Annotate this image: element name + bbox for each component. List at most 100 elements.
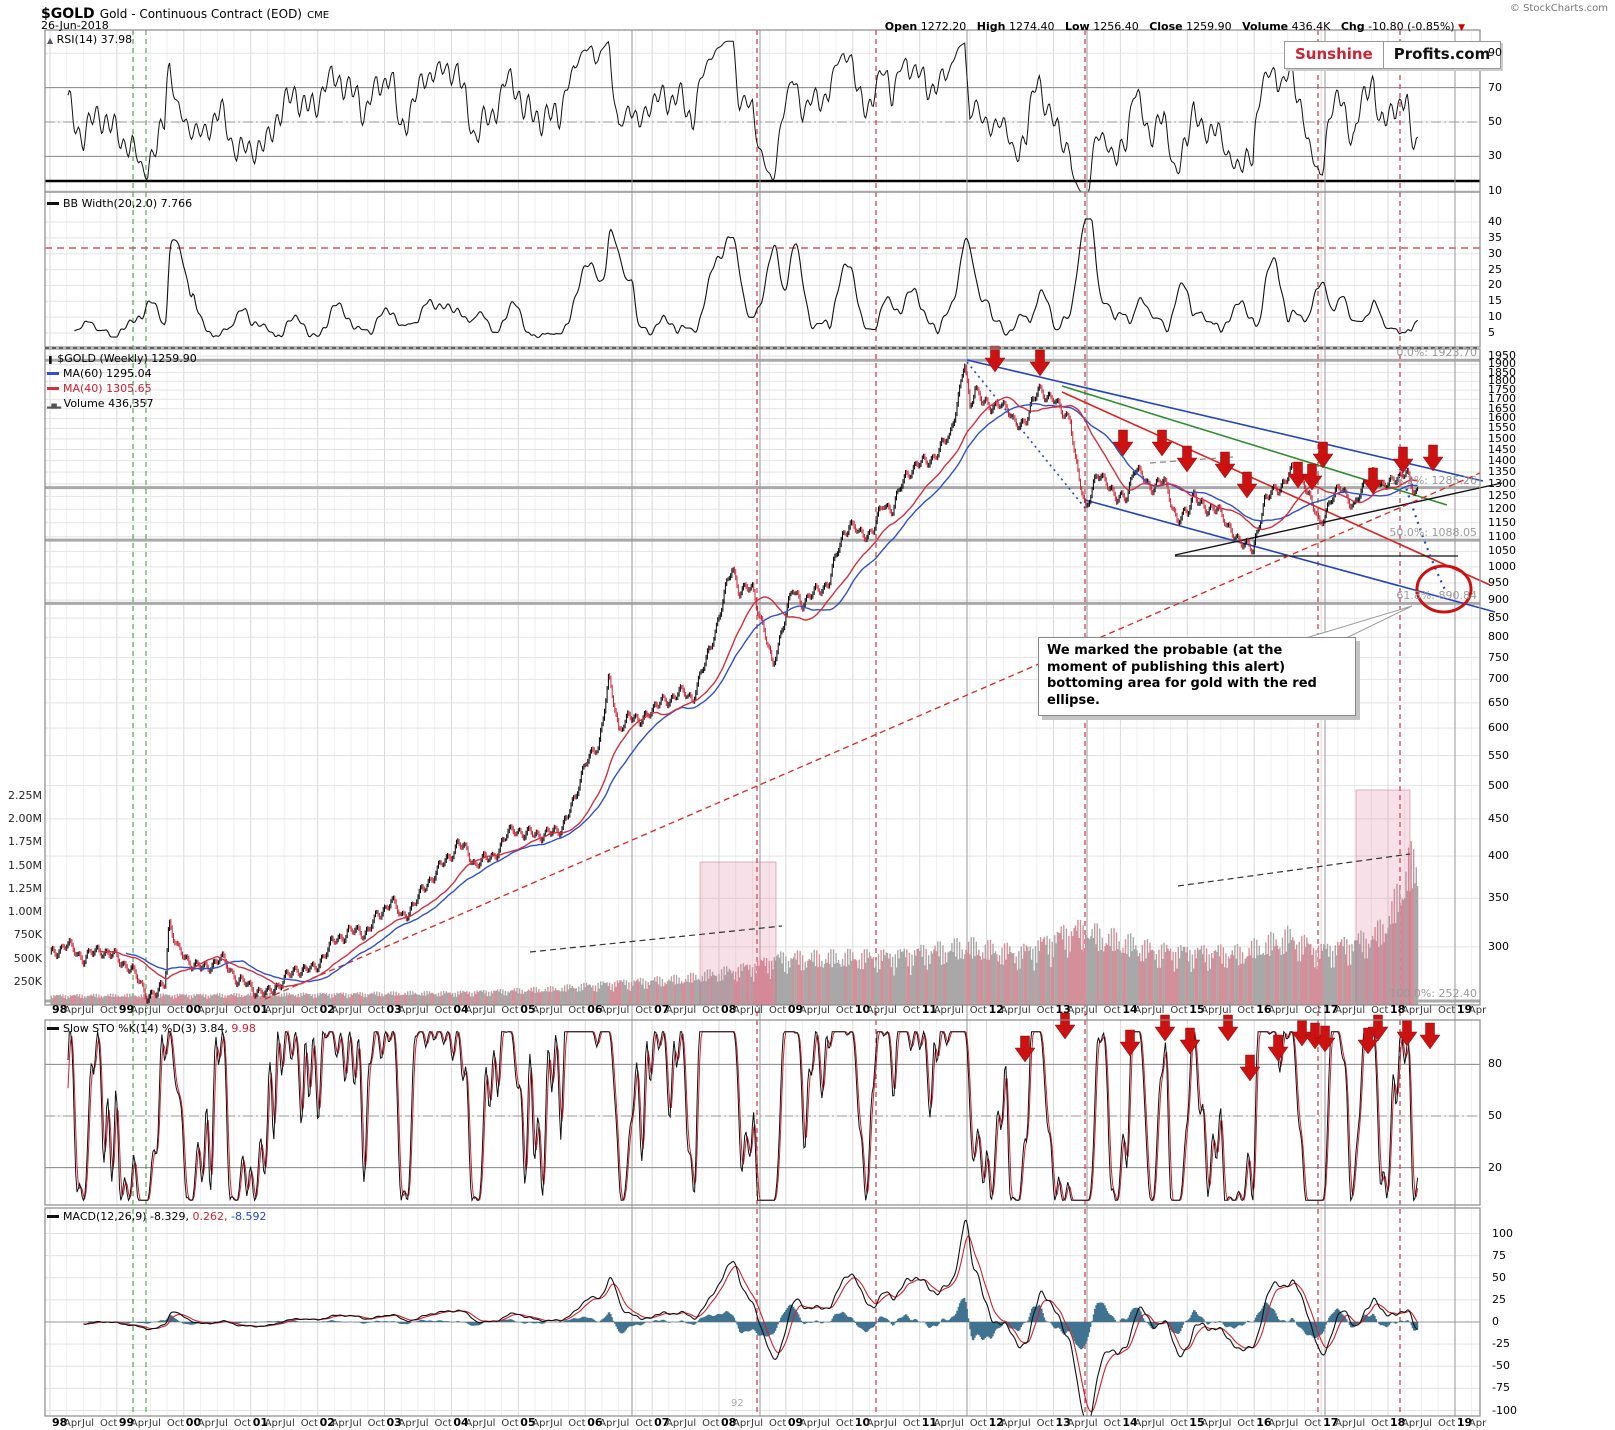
price-axis-tick: 1700: [1488, 392, 1516, 406]
x-axis-month-label: Apr: [1268, 1005, 1286, 1016]
x-axis-month-label: Jul: [1085, 1005, 1098, 1016]
price-axis-tick: 350: [1488, 891, 1509, 905]
price-axis-tick: 1200: [1488, 502, 1516, 516]
x-axis-month-label: Apr: [1000, 1418, 1018, 1429]
x-axis-month-label: Jul: [951, 1418, 964, 1429]
x-axis-month-label: Jul: [817, 1005, 830, 1016]
x-axis-month-label: Oct: [769, 1005, 787, 1016]
chart-date: 26-Jun-2018: [41, 19, 109, 32]
x-axis-month-label: Apr: [733, 1005, 751, 1016]
x-axis-month-label: Oct: [1371, 1418, 1389, 1429]
trendlines: [264, 359, 1503, 1000]
sto-axis-tick: 80: [1488, 1057, 1502, 1071]
x-axis-year-label: 01: [252, 1003, 268, 1016]
x-axis-year-label: 07: [654, 1416, 670, 1429]
x-axis-month-label: Oct: [568, 1418, 586, 1429]
bbw-axis-tick: 25: [1488, 262, 1502, 276]
volume-axis-tick: 1.75M: [8, 835, 42, 849]
sto-legend-red: 9.98: [231, 1022, 256, 1035]
volume-axis-tick: 750K: [13, 928, 42, 942]
fib-label: 100.0%: 252.40: [1389, 987, 1477, 1000]
macd-axis-tick: -100: [1492, 1403, 1517, 1417]
x-axis-month-label: Jul: [349, 1005, 362, 1016]
price-axis-tick: 650: [1488, 695, 1509, 709]
price-axis-tick: 800: [1488, 630, 1509, 644]
bbw-line-swatch: [47, 201, 59, 205]
x-axis-month-label: Apr: [1201, 1418, 1219, 1429]
x-axis-month-label: Jul: [215, 1005, 228, 1016]
open-label: Open: [884, 20, 918, 33]
x-axis-month-label: Oct: [1103, 1005, 1121, 1016]
volume-legend: ▂▅▂ Volume 436,357: [47, 397, 154, 412]
rsi-legend-icon: ▲: [47, 36, 54, 45]
rsi-axis-tick: 30: [1488, 149, 1502, 163]
x-axis-year-label: 04: [453, 1416, 469, 1429]
x-axis-month-label: Apr: [1335, 1005, 1353, 1016]
rsi-legend: ▲ RSI(14) 37.98: [47, 33, 132, 47]
x-axis-month-label: Apr: [465, 1005, 483, 1016]
x-axis-month-label: Apr: [799, 1005, 818, 1016]
x-axis-year-label: 14: [1122, 1416, 1138, 1429]
stray-label: 92: [731, 1398, 744, 1409]
x-axis-month-label: Oct: [635, 1418, 653, 1429]
volume-bars-icon: ▂▅▂: [47, 401, 61, 409]
x-axis-year-label: 09: [787, 1416, 804, 1429]
x-axis-year-label: 13: [1055, 1003, 1071, 1016]
x-axis-month-label: Jul: [1018, 1418, 1031, 1429]
x-axis-month-label: Apr: [933, 1418, 951, 1429]
high-value: 1274.40: [1008, 20, 1055, 33]
macd-axis-tick: 25: [1492, 1292, 1506, 1306]
chg-label: Chg: [1340, 20, 1365, 33]
x-axis-month-label: Apr: [532, 1005, 550, 1016]
macd-axis-tick: -75: [1492, 1381, 1510, 1395]
x-axis-month-label: Apr: [465, 1418, 483, 1429]
x-axis-month-label: Oct: [501, 1418, 519, 1429]
x-axis-month-label: Apr: [1134, 1418, 1152, 1429]
price-axis-tick: 1850: [1488, 365, 1516, 379]
x-axis-month-label: Oct: [166, 1005, 185, 1016]
price-axis-tick: 1250: [1488, 489, 1516, 503]
x-axis-year-label: 06: [587, 1416, 603, 1429]
x-axis-month-label: Apr: [1134, 1005, 1152, 1016]
x-axis-month-label: Jul: [483, 1418, 496, 1429]
x-axis-month-label: Oct: [1237, 1418, 1255, 1429]
bbw-axis-tick: 5: [1488, 326, 1495, 339]
symbol-legend-label: $GOLD (Weekly) 1259.90: [57, 352, 197, 365]
x-axis-month-label: Jul: [751, 1418, 764, 1429]
x-axis-month-label: Jul: [483, 1005, 496, 1016]
bbw-axis-tick: 30: [1488, 246, 1502, 260]
macd-axis-tick: -25: [1492, 1337, 1510, 1351]
sunshine-profits-badge[interactable]: Sunshine Profits.com: [1284, 41, 1502, 69]
x-axis-month-label: Apr: [197, 1005, 216, 1016]
x-axis-month-label: Apr: [599, 1418, 617, 1429]
price-axis-tick: 1050: [1488, 544, 1516, 558]
instrument-name: Gold - Continuous Contract (EOD): [99, 7, 302, 21]
x-axis-month-label: Apr: [264, 1418, 282, 1429]
x-axis-year-label: 12: [988, 1003, 1004, 1016]
x-axis-year-label: 02: [319, 1416, 335, 1429]
macd-legend-blue: -8.592: [231, 1210, 267, 1223]
price-axis-tick: 1600: [1488, 411, 1516, 425]
x-axis-month-label: Jul: [884, 1418, 897, 1429]
signal-arrows: [984, 345, 1444, 1082]
x-axis-year-label: 09: [787, 1003, 804, 1016]
chg-down-triangle-icon[interactable]: ▼: [1458, 23, 1465, 33]
highlight-boxes: [699, 789, 1411, 1006]
x-axis-month-label: Oct: [1103, 1418, 1121, 1429]
fib-label: 38.2%: 1285.26: [1389, 473, 1477, 487]
ma60-legend: MA(60) 1295.04: [47, 367, 152, 380]
volume-legend-label: Volume 436,357: [63, 397, 154, 410]
price-axis-tick: 900: [1488, 593, 1509, 607]
x-axis-month-label: Apr: [1067, 1418, 1085, 1429]
x-axis-month-label: Oct: [835, 1418, 854, 1429]
exchange-label: CME: [307, 10, 330, 21]
sto-axis-tick: 50: [1488, 1109, 1502, 1122]
rsi-axis-tick: 70: [1488, 80, 1502, 94]
x-axis-month-label: Apr: [331, 1005, 349, 1016]
x-axis-year-label: 10: [854, 1416, 871, 1429]
macd-axis-tick: -50: [1492, 1359, 1510, 1373]
fib-label: 50.0%: 1088.05: [1389, 526, 1477, 540]
annotation-text: We marked the probable (at the moment of…: [1047, 643, 1317, 708]
x-axis-year-label: 04: [453, 1003, 469, 1016]
x-axis-month-label: Apr: [197, 1418, 216, 1429]
